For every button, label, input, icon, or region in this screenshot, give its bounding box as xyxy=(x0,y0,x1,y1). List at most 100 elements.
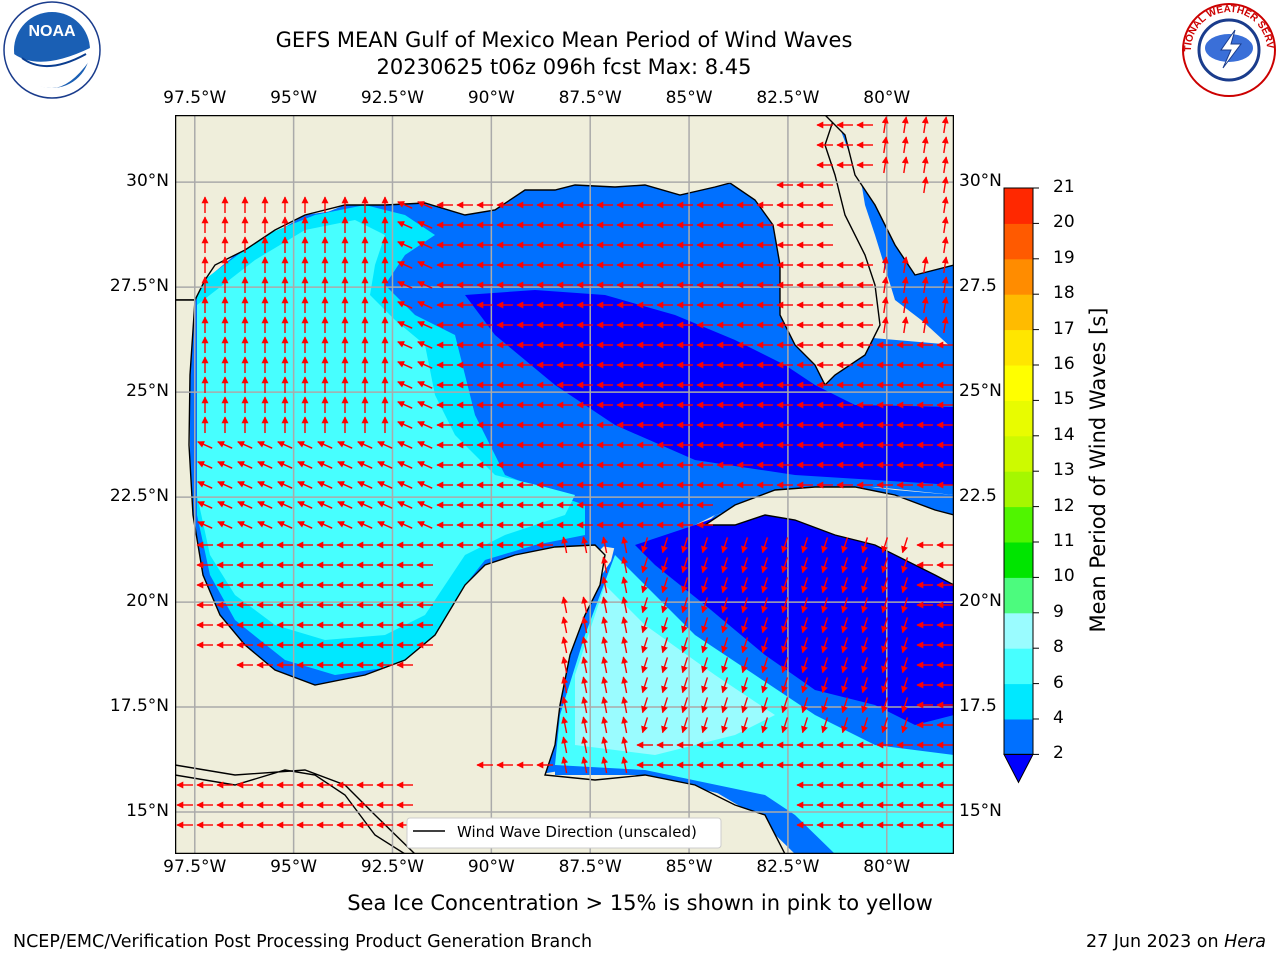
wind-wave-arrow xyxy=(561,636,569,654)
wind-wave-arrow xyxy=(297,521,313,529)
wind-wave-arrow xyxy=(397,361,413,369)
wind-wave-arrow xyxy=(661,717,669,734)
wind-wave-arrow xyxy=(721,657,729,674)
wind-wave-arrow xyxy=(881,116,889,134)
wind-wave-arrow xyxy=(841,637,849,654)
wind-wave-arrow xyxy=(417,441,433,449)
wind-wave-arrow xyxy=(621,716,629,734)
lon-tick-label: 90°W xyxy=(467,857,515,877)
colorbar-segment xyxy=(1004,471,1033,508)
wind-wave-arrow xyxy=(901,677,909,694)
wind-wave-arrow xyxy=(821,597,829,614)
wind-wave-arrow xyxy=(581,616,589,634)
wind-wave-arrow xyxy=(581,656,589,674)
wind-wave-arrow xyxy=(417,221,433,229)
wind-wave-arrow xyxy=(561,656,569,674)
wind-wave-arrow xyxy=(841,697,849,714)
wind-wave-arrow xyxy=(197,521,213,529)
wind-wave-arrow xyxy=(941,296,949,314)
colorbar-tick-label: 12 xyxy=(1053,495,1075,516)
wind-wave-arrow xyxy=(721,677,729,694)
wind-wave-arrow xyxy=(661,557,669,574)
wind-wave-arrow xyxy=(741,617,749,634)
period-under-2-caribbean xyxy=(635,510,954,725)
colorbar-segment xyxy=(1004,719,1033,755)
wind-wave-arrow xyxy=(581,536,589,554)
wind-wave-arrow xyxy=(921,256,929,274)
colorbar-segment xyxy=(1004,258,1033,295)
wind-wave-arrow xyxy=(397,201,413,209)
wind-wave-arrow xyxy=(861,537,869,554)
wind-wave-arrow xyxy=(861,597,869,614)
colorbar-tick-label: 14 xyxy=(1053,424,1075,445)
wind-wave-arrow xyxy=(861,677,869,694)
wind-wave-arrow xyxy=(801,557,809,574)
legend-label: Wind Wave Direction (unscaled) xyxy=(457,823,697,841)
wind-wave-arrow xyxy=(601,736,609,754)
wind-wave-arrow xyxy=(821,677,829,694)
wind-wave-arrow xyxy=(417,321,433,329)
wind-wave-arrow xyxy=(581,636,589,654)
wind-wave-arrow xyxy=(901,136,909,154)
colorbar-tick-label: 8 xyxy=(1053,637,1064,658)
wind-wave-arrow xyxy=(641,697,649,714)
wind-wave-arrow xyxy=(397,221,413,229)
lat-tick-label: 17.5°N xyxy=(109,696,169,717)
wind-wave-arrow xyxy=(601,556,609,574)
lon-tick-label: 90°W xyxy=(467,88,515,108)
wind-wave-arrow xyxy=(277,441,293,449)
wind-wave-arrow xyxy=(661,637,669,654)
wind-wave-arrow xyxy=(681,637,689,654)
wind-wave-arrow xyxy=(921,276,929,294)
wind-wave-arrow xyxy=(761,637,769,654)
wind-wave-arrow xyxy=(661,577,669,594)
map-legend: Wind Wave Direction (unscaled) xyxy=(406,817,722,849)
wind-wave-arrow xyxy=(237,481,253,489)
wind-wave-arrow xyxy=(257,461,273,469)
lon-tick-label: 97.5°W xyxy=(163,857,227,877)
wind-wave-arrow xyxy=(941,236,949,254)
colorbar-tick-label: 13 xyxy=(1053,460,1075,481)
wind-wave-arrow xyxy=(901,697,909,714)
colorbar-tick-label: 17 xyxy=(1053,318,1075,339)
wind-wave-arrow xyxy=(417,381,433,389)
wind-wave-arrow xyxy=(621,536,629,554)
wind-wave-arrow xyxy=(297,501,313,509)
wind-wave-arrow xyxy=(581,756,589,774)
wind-wave-arrow xyxy=(621,576,629,594)
wind-wave-arrow xyxy=(561,756,569,774)
wind-wave-arrow xyxy=(941,216,949,234)
wind-wave-arrow xyxy=(661,677,669,694)
wind-wave-arrow xyxy=(621,596,629,614)
wind-wave-arrow xyxy=(701,677,709,694)
wind-wave-arrow xyxy=(377,521,393,529)
wind-wave-arrow xyxy=(257,521,273,529)
wind-wave-arrow xyxy=(921,296,929,314)
wind-wave-arrow xyxy=(417,361,433,369)
colorbar-segment xyxy=(1004,365,1033,401)
lon-tick-label: 95°W xyxy=(270,88,318,108)
wind-wave-arrow xyxy=(841,617,849,634)
wind-wave-arrow xyxy=(397,341,413,349)
wind-wave-arrow xyxy=(237,461,253,469)
wind-wave-arrow xyxy=(941,156,949,174)
wind-wave-arrow xyxy=(841,597,849,614)
wind-wave-arrow xyxy=(601,616,609,634)
wind-wave-arrow xyxy=(941,316,949,334)
wind-wave-arrow xyxy=(841,717,849,734)
wind-wave-arrow xyxy=(661,697,669,714)
wind-wave-arrow xyxy=(277,501,293,509)
wind-wave-arrow xyxy=(881,717,889,734)
wind-wave-arrow xyxy=(601,636,609,654)
wind-wave-arrow xyxy=(417,421,433,429)
lon-tick-label: 92.5°W xyxy=(360,88,425,108)
wind-wave-arrow xyxy=(337,501,353,509)
wind-wave-arrow xyxy=(881,316,889,334)
wind-wave-arrow xyxy=(761,557,769,574)
lon-tick-label: 85°W xyxy=(665,857,713,877)
lat-tick-label: 20°N xyxy=(126,591,169,612)
lat-tick-label: 22.5°N xyxy=(109,486,169,507)
wind-wave-arrow xyxy=(217,521,233,529)
wind-wave-arrow xyxy=(417,201,433,209)
colorbar-segment xyxy=(1004,648,1033,685)
